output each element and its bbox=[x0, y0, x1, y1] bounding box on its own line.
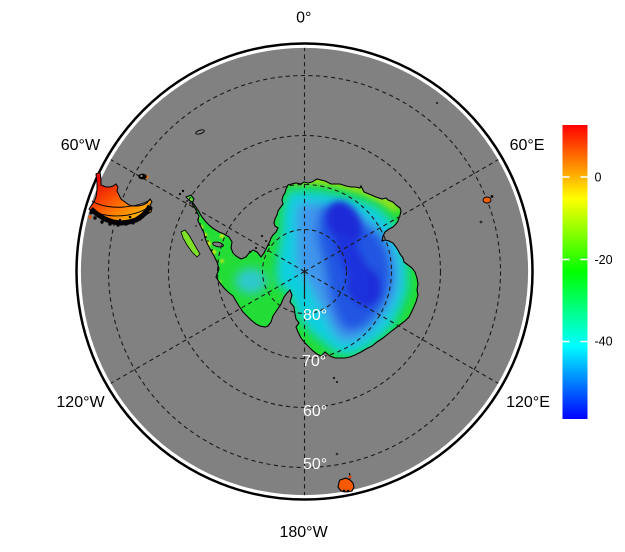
svg-text:80°: 80° bbox=[303, 307, 327, 324]
svg-text:60°: 60° bbox=[303, 403, 327, 420]
svg-text:0: 0 bbox=[595, 171, 602, 185]
svg-text:0°: 0° bbox=[296, 10, 311, 27]
svg-text:60°W: 60°W bbox=[61, 137, 101, 154]
svg-text:-40: -40 bbox=[595, 335, 613, 349]
svg-text:120°E: 120°E bbox=[506, 394, 550, 411]
svg-text:-20: -20 bbox=[595, 253, 613, 267]
svg-text:180°W: 180°W bbox=[279, 524, 328, 541]
svg-text:70°: 70° bbox=[302, 353, 326, 370]
svg-text:60°E: 60°E bbox=[510, 137, 545, 154]
svg-text:50°: 50° bbox=[303, 456, 327, 473]
svg-text:120°W: 120°W bbox=[56, 394, 105, 411]
